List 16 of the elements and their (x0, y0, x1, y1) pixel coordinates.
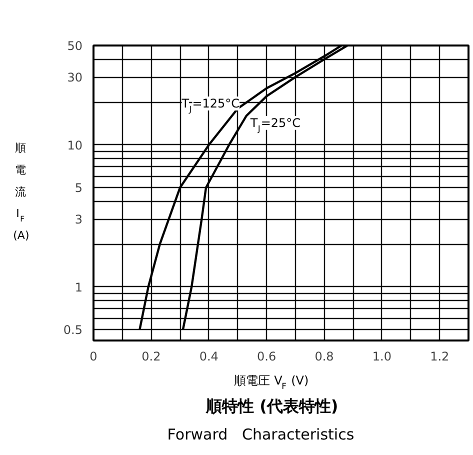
x-tick-label: 0.6 (257, 350, 276, 364)
x-tick-label: 0 (90, 350, 98, 364)
y-tick-label: 1 (74, 280, 83, 294)
x-tick-label: 1.0 (372, 350, 392, 364)
x-tick-label: 0.4 (199, 350, 218, 364)
y-tick-label: 30 (67, 70, 83, 85)
x-tick-label: 0.8 (314, 350, 334, 364)
y-tick-label: 3 (74, 212, 83, 227)
text: Forward Characteristics (167, 426, 354, 444)
x-tick-label: 1.2 (430, 350, 450, 364)
y-tick-label: 5 (74, 181, 83, 196)
y-tick-label: 0.5 (63, 323, 83, 338)
text: 順特性 (代表特性) (204, 396, 338, 416)
x-tick-label: 0.2 (142, 350, 161, 364)
y-tick-label: 50 (67, 39, 83, 53)
y-tick-label: 10 (67, 138, 83, 152)
